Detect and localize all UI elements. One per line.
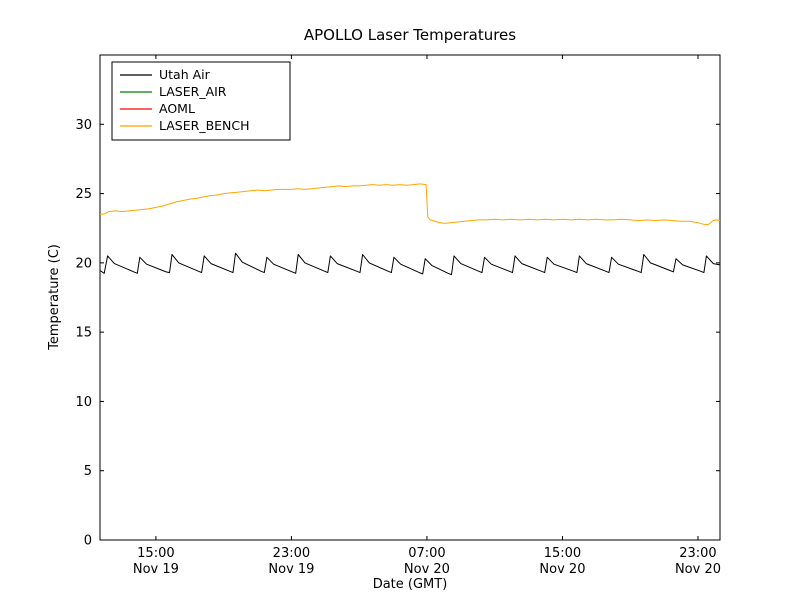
x-tick-label-date: Nov 20 [404, 562, 450, 577]
y-tick-label: 30 [75, 118, 92, 133]
y-tick-label: 0 [84, 534, 92, 549]
y-tick-label: 5 [84, 464, 92, 479]
y-tick-label: 25 [75, 187, 92, 202]
legend-label-laser-air: LASER_AIR [159, 84, 227, 99]
x-tick-label-time: 23:00 [679, 546, 716, 561]
y-tick-label: 20 [75, 256, 92, 271]
x-tick-label-time: 23:00 [273, 546, 310, 561]
x-tick-label-date: Nov 19 [133, 562, 179, 577]
x-tick-label-time: 07:00 [408, 546, 445, 561]
x-tick-label-time: 15:00 [544, 546, 581, 561]
x-tick-label-time: 15:00 [137, 546, 174, 561]
series-line-laser-bench [99, 183, 721, 226]
legend: Utah Air LASER_AIR AOML LASER_BENCH [111, 61, 291, 141]
x-tick-label-date: Nov 20 [675, 562, 721, 577]
x-tick-label-date: Nov 20 [539, 562, 585, 577]
x-axis-label: Date (GMT) [373, 577, 448, 592]
legend-label-laser-bench: LASER_BENCH [159, 118, 250, 133]
y-tick-label: 10 [75, 395, 92, 410]
legend-label-aoml: AOML [159, 101, 195, 116]
chart-title: APOLLO Laser Temperatures [304, 26, 516, 44]
x-tick-label-date: Nov 19 [268, 562, 314, 577]
y-axis-label: Temperature (C) [47, 244, 62, 351]
series-line-utah-air [99, 252, 721, 276]
y-tick-label: 15 [75, 326, 92, 341]
legend-label-utah-air: Utah Air [159, 67, 211, 82]
